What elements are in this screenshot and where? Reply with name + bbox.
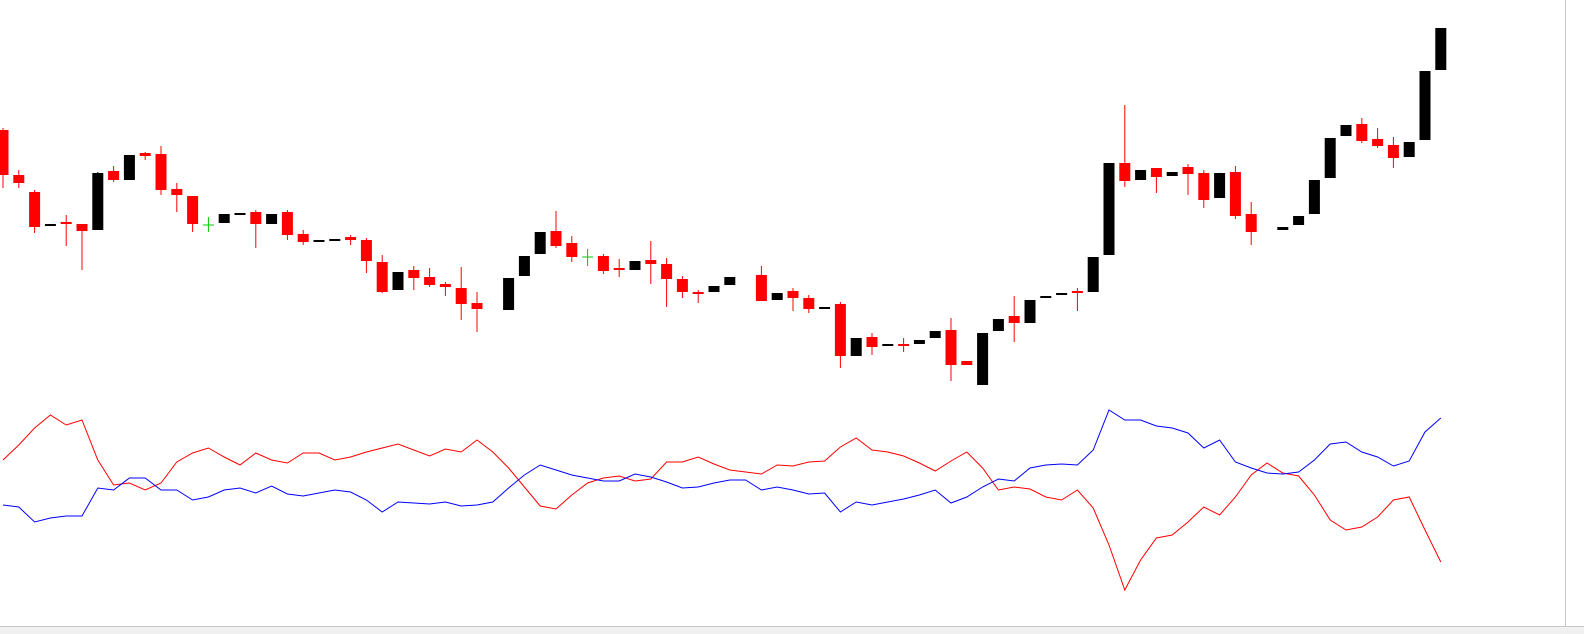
candle-body: [1150, 168, 1162, 177]
candle-body: [1040, 296, 1052, 298]
candle-body: [60, 222, 72, 224]
candle-body: [724, 277, 736, 285]
candle-body: [1293, 216, 1305, 225]
candle-body: [882, 344, 894, 346]
candle-body: [187, 196, 199, 224]
candle-body: [1214, 173, 1226, 198]
candle-body: [1419, 71, 1431, 140]
candle-body: [803, 298, 815, 309]
candle-body: [597, 256, 609, 271]
candle-body: [360, 240, 372, 261]
candle-body: [1403, 142, 1415, 157]
candle-body: [1245, 214, 1257, 232]
candle-body: [234, 213, 246, 215]
candle-body: [834, 304, 846, 356]
candle-body: [171, 189, 183, 195]
candle-body: [945, 330, 957, 365]
candle-body: [297, 234, 309, 242]
candle-body: [708, 286, 720, 292]
candle-body: [550, 231, 562, 246]
candle-body: [503, 278, 515, 310]
candle-body: [1372, 139, 1384, 146]
candle-body: [1435, 28, 1447, 70]
candle-body: [850, 338, 862, 356]
candle-body: [566, 243, 578, 257]
candle-body: [898, 344, 910, 346]
candle-body: [424, 277, 436, 285]
candle-body: [313, 240, 325, 242]
candle-body: [0, 130, 9, 175]
candle-body: [439, 284, 451, 287]
candle-body: [771, 293, 783, 300]
candle-body: [471, 303, 483, 309]
candle-body: [1056, 293, 1068, 295]
candle-body: [266, 214, 278, 224]
candle-body: [1182, 167, 1194, 174]
candle-body: [44, 224, 56, 226]
candle-body: [155, 154, 167, 190]
candle-body: [123, 155, 135, 180]
candle-body: [1308, 180, 1320, 214]
candle-body: [281, 212, 293, 235]
candle-body: [408, 270, 420, 278]
candle-body: [1198, 173, 1210, 200]
candle-body: [676, 279, 688, 292]
candle-body: [961, 361, 973, 365]
candle-body: [1008, 316, 1020, 323]
candle-body: [1119, 163, 1131, 181]
candle-body: [977, 333, 989, 385]
candle-body: [455, 288, 467, 304]
candle-body: [1229, 172, 1241, 216]
candle-body: [1277, 227, 1289, 230]
candle-body: [1071, 291, 1083, 293]
candle-body: [1024, 300, 1036, 323]
candle-body: [345, 237, 357, 240]
candle-body: [755, 275, 767, 301]
candle-body: [629, 261, 641, 270]
candle-body: [866, 337, 878, 347]
candle-body: [1340, 125, 1352, 136]
candle-body: [139, 153, 151, 156]
candle-body: [1087, 257, 1099, 292]
candle-body: [534, 232, 546, 254]
candle-body: [913, 340, 925, 344]
indicator-line: [2, 409, 1442, 523]
candle-body: [329, 239, 341, 241]
candle-body: [1356, 124, 1368, 141]
candle-body: [1103, 163, 1115, 255]
candle-body: [108, 171, 120, 180]
candle-body: [218, 214, 230, 223]
candle-body: [13, 175, 25, 183]
status-strip: [0, 627, 1584, 634]
candle-body: [661, 264, 673, 279]
candle-body: [1135, 170, 1147, 180]
candle-body: [76, 224, 88, 231]
candle-body: [692, 292, 704, 294]
candle-body: [787, 291, 799, 298]
candle-body: [992, 319, 1004, 331]
candle-body: [92, 173, 104, 230]
candle-body: [29, 192, 41, 227]
candle-body: [645, 260, 657, 264]
candle-body: [392, 272, 404, 290]
candle-body: [929, 331, 941, 338]
indicator-line: [2, 414, 1442, 592]
candle-body: [376, 262, 388, 292]
candle-body: [250, 212, 262, 224]
candle-body: [819, 307, 831, 309]
candle-body: [1166, 172, 1178, 176]
candle-body: [1387, 145, 1399, 158]
candle-body: [1324, 138, 1336, 178]
candle-body: [518, 256, 530, 276]
candle-body: [613, 268, 625, 270]
